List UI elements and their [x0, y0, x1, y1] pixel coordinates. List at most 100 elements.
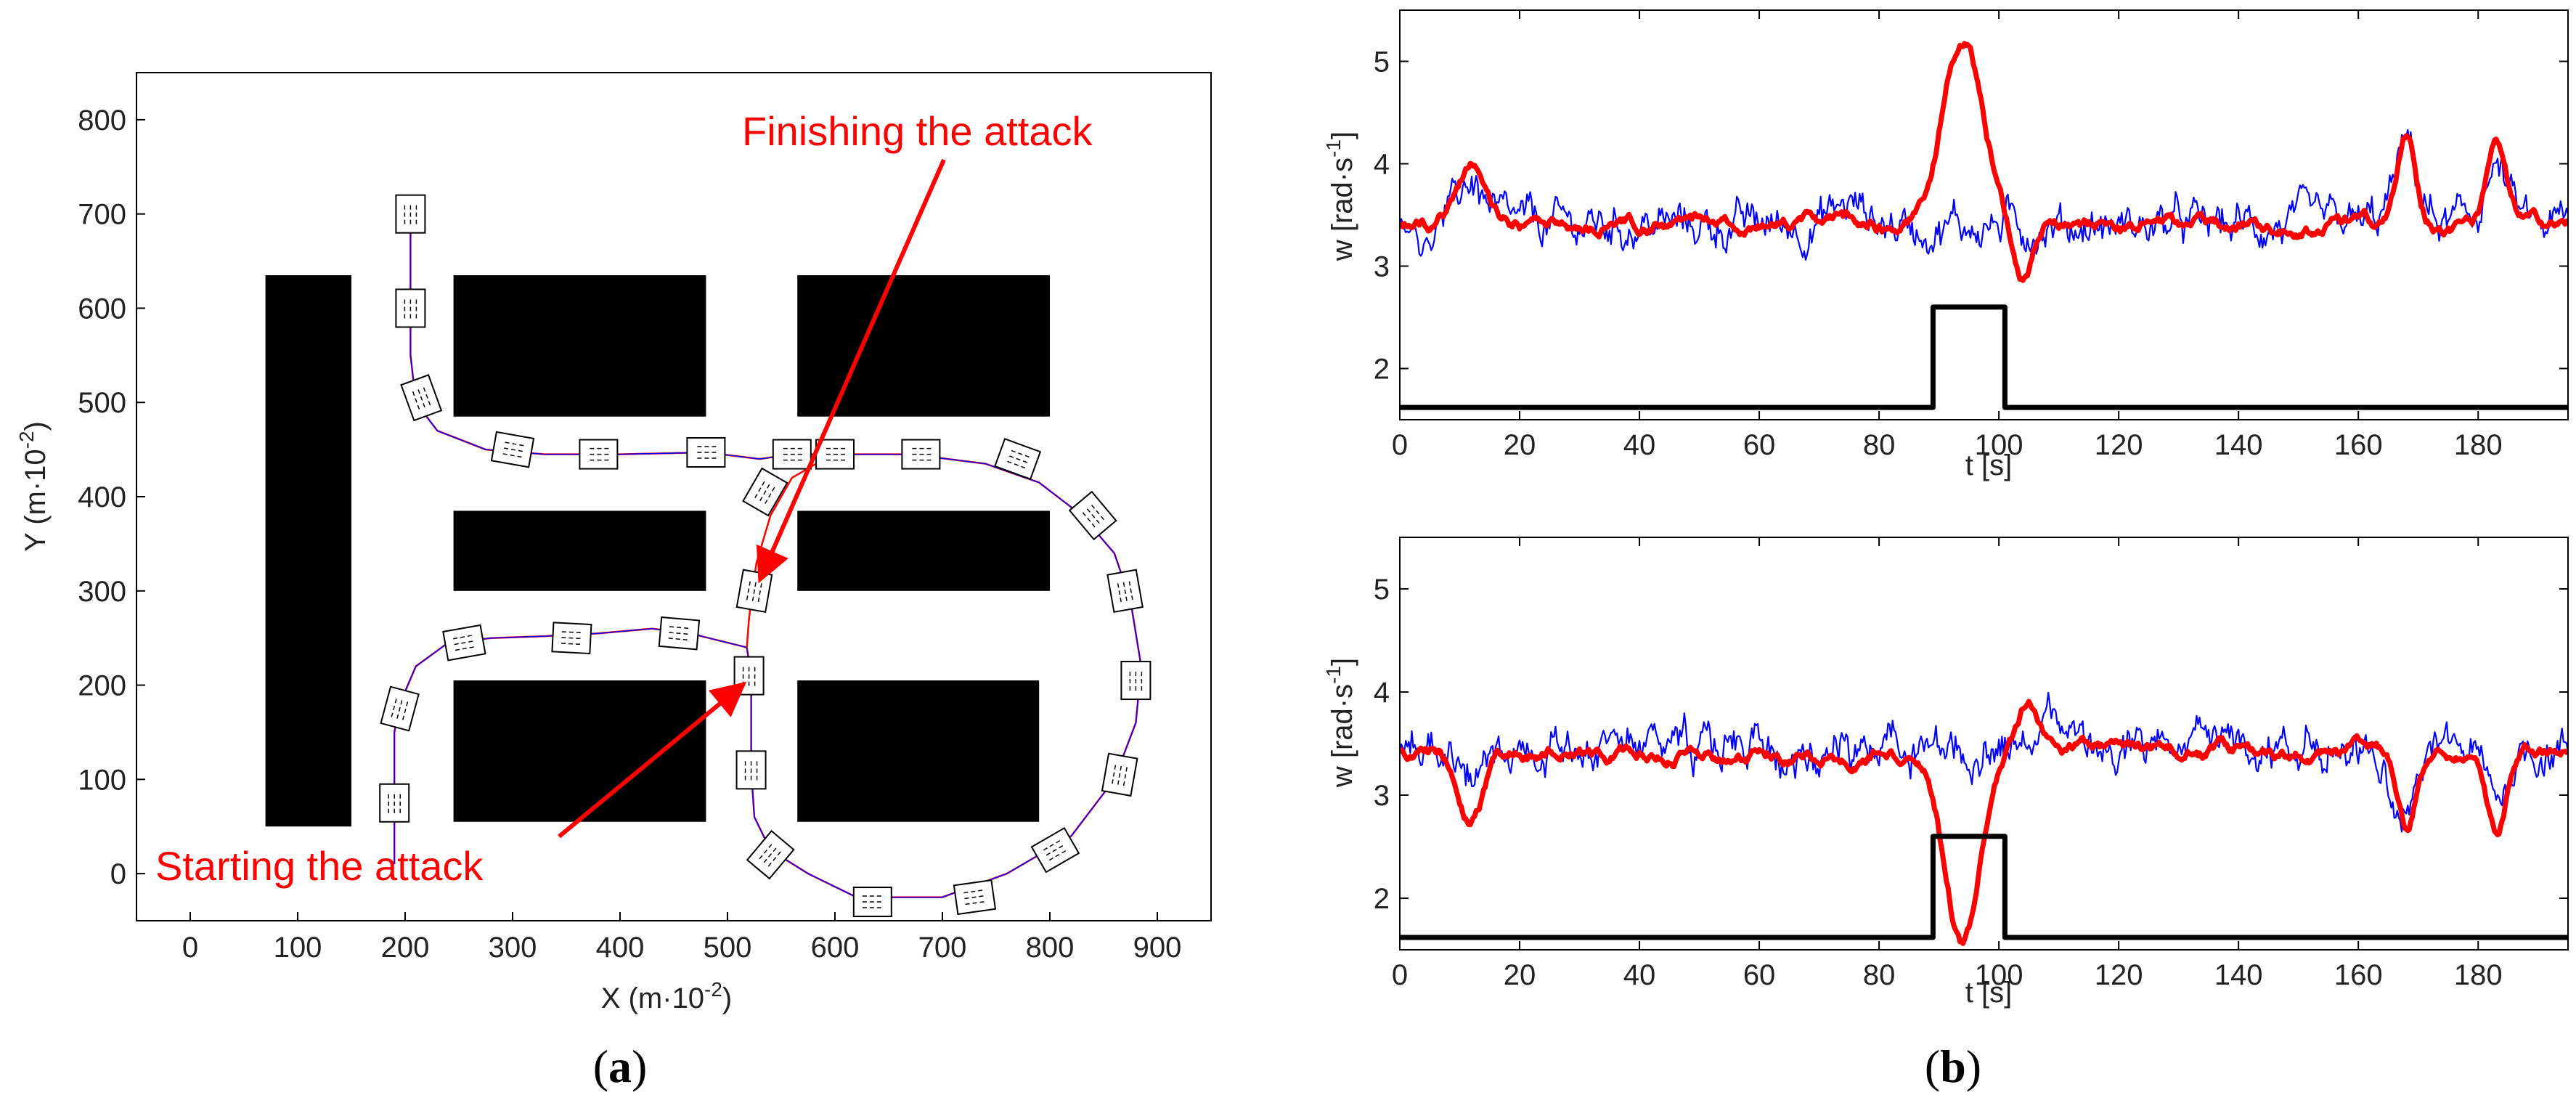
y-tick-label: 4 [1374, 677, 1390, 709]
vehicle-wheel-line [454, 640, 475, 646]
vehicle-wheel-line [1081, 510, 1096, 528]
x-tick-label: 0 [182, 932, 198, 964]
vehicle-wheel-line [963, 889, 985, 894]
vehicle-marker [953, 879, 997, 916]
vehicle-wheel-line [391, 697, 398, 717]
vehicle-marker [579, 439, 619, 470]
vehicle-wheel-line [402, 700, 409, 720]
panel-label-b: (b) [1925, 1041, 1981, 1092]
vehicle-wheel-line [561, 643, 582, 646]
series-line-step [1400, 834, 2568, 940]
vehicle-wheel-line [412, 390, 420, 410]
x-tick-label: 60 [1743, 959, 1776, 991]
panel-a-xlabel: X (m·10-2) [601, 978, 732, 1014]
x-tick-label: 160 [2334, 959, 2383, 991]
vehicle-wheel-line [1112, 763, 1117, 784]
vehicle-wheel-line [502, 447, 523, 452]
panel-b-top-plot: 0 20 40 60 80 100 120 140 160 180 2 3 4 5 [1374, 9, 2569, 461]
vehicle-wheel-line [396, 699, 403, 719]
y-tick-label: 700 [78, 199, 126, 231]
vehicle-marker [772, 439, 812, 470]
vehicle-wheel-line [965, 900, 986, 905]
annotation-starting-attack: Starting the attack [155, 843, 484, 889]
panel-b-top-ylabel: w [rad·s-1] [1322, 131, 1358, 261]
vehicle-marker [380, 685, 420, 732]
x-tick-label: 600 [811, 932, 860, 964]
y-tick-label: 300 [78, 576, 126, 608]
series-line-blue [1400, 691, 2568, 833]
panel-b-top-xlabel: t [s] [1965, 449, 2012, 481]
vehicle-marker [742, 467, 788, 517]
annotation-finishing-attack: Finishing the attack [742, 108, 1093, 154]
y-tick-label: 400 [78, 481, 126, 513]
vehicle-wheel-line [759, 483, 771, 502]
x-tick-label: 140 [2214, 959, 2263, 991]
vehicle-marker [551, 622, 592, 655]
vehicle-wheel-line [1046, 844, 1064, 856]
y-tick-label: 4 [1374, 149, 1390, 181]
x-tick-label: 500 [704, 932, 752, 964]
annotation-finishing-arrow [756, 158, 946, 584]
x-tick-label: 0 [1392, 429, 1408, 461]
x-tick-label: 180 [2454, 429, 2503, 461]
x-tick-label: 20 [1504, 429, 1536, 461]
x-tick-label: 40 [1623, 429, 1656, 461]
vehicle-marker [1101, 752, 1138, 797]
obstacle-block [453, 680, 706, 822]
y-tick-label: 3 [1374, 780, 1390, 812]
panel-b-bottom-ylabel: w [rad·s-1] [1322, 658, 1358, 788]
vehicle-wheel-line [1008, 455, 1028, 463]
vehicle-marker [735, 750, 767, 790]
vehicle-wheel-line [1117, 764, 1122, 785]
x-tick-label: 700 [918, 932, 967, 964]
y-tick-label: 600 [78, 293, 126, 325]
vehicle-wheel-line [669, 626, 690, 630]
vehicle-wheel-line [668, 638, 689, 641]
vehicle-wheel-line [501, 452, 522, 458]
panel-b-bottom-plot: 0 20 40 60 80 100 120 140 160 180 2 3 4 5 [1374, 537, 2569, 991]
x-tick-label: 100 [1975, 959, 2023, 991]
vehicle-wheel-line [503, 441, 524, 447]
vehicle-marker [442, 624, 486, 662]
plot-frame [1399, 9, 2569, 420]
y-tick-label: 5 [1374, 46, 1390, 78]
vehicle-marker [490, 431, 535, 468]
vehicle-wheel-line [759, 842, 773, 860]
x-tick-label: 0 [1392, 959, 1408, 991]
obstacle-block [797, 680, 1040, 822]
vehicle-wheel-line [1122, 580, 1128, 601]
vehicle-wheel-line [767, 850, 782, 867]
vehicle-wheel-line [1122, 765, 1128, 786]
series-line-red [1400, 699, 2568, 946]
series-line-step [1400, 304, 2568, 410]
vehicle-wheel-line [669, 632, 690, 635]
x-tick-label: 120 [2095, 429, 2143, 461]
vehicle-wheel-line [765, 486, 776, 505]
x-tick-label: 180 [2454, 959, 2503, 991]
series-group [1400, 691, 2568, 946]
vehicle-marker [379, 783, 410, 823]
vehicle-wheel-line [423, 386, 431, 406]
x-tick-label: 800 [1026, 932, 1075, 964]
panel-label-a: (a) [593, 1041, 648, 1092]
vehicle-wheel-line [754, 480, 766, 499]
vehicle-wheel-line [455, 646, 476, 651]
obstacle-block [453, 510, 706, 591]
plot-background [1400, 10, 2568, 420]
y-tick-label: 200 [78, 670, 126, 702]
vehicle-wheel-line [417, 388, 425, 408]
x-tick-label: 400 [596, 932, 645, 964]
x-tick-label: 200 [381, 932, 430, 964]
y-tick-label: 3 [1374, 251, 1390, 283]
x-tick-label: 160 [2334, 429, 2383, 461]
vehicle-marker [735, 569, 773, 614]
annotation-starting-arrow [558, 681, 747, 839]
vehicle-wheel-line [453, 635, 473, 640]
vehicle-marker [1106, 569, 1144, 614]
series-line-red [1400, 41, 2568, 283]
panel-a-map-plot: 0 100 200 300 400 500 600 700 800 900 0 100 200 300 40… [78, 72, 1212, 964]
series-group [1400, 41, 2568, 410]
obstacle-block [797, 275, 1050, 417]
x-tick-label: 300 [489, 932, 537, 964]
